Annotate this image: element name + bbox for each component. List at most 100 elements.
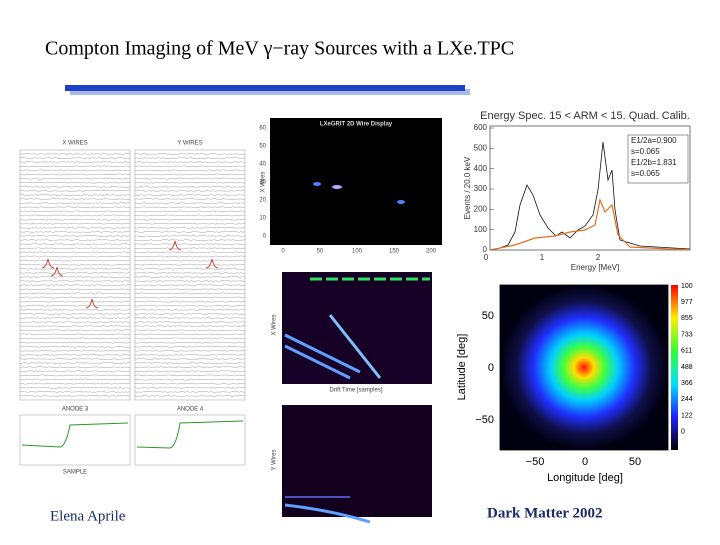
legend-entry: E1/2b=1.831 bbox=[631, 158, 677, 167]
y-tick-label: 200 bbox=[474, 204, 488, 213]
frame bbox=[19, 414, 131, 466]
wire-trace bbox=[134, 313, 246, 315]
pulse bbox=[205, 258, 219, 269]
wire-trace bbox=[134, 222, 246, 225]
wire-trace bbox=[19, 255, 131, 258]
wire-trace bbox=[134, 181, 246, 184]
wire-trace bbox=[134, 165, 246, 168]
x-tick-label: 100 bbox=[352, 249, 363, 255]
wire-trace bbox=[134, 251, 246, 254]
xwire-bg bbox=[282, 272, 432, 384]
wire-trace bbox=[134, 169, 246, 172]
y-tick-label: 300 bbox=[474, 184, 488, 193]
wire-trace bbox=[19, 391, 131, 393]
wire-trace bbox=[19, 280, 131, 282]
wire-trace bbox=[134, 366, 246, 368]
wire-trace bbox=[134, 292, 246, 295]
x-tick-label: 2 bbox=[596, 253, 601, 262]
wire-trace bbox=[19, 268, 131, 270]
colorbar-label: 122 bbox=[681, 412, 693, 419]
colorbar-label: 366 bbox=[681, 380, 693, 387]
wire-trace bbox=[19, 333, 131, 336]
wire-trace bbox=[134, 333, 246, 336]
y-tick-label: 600 bbox=[474, 123, 488, 132]
colorbar-label: 244 bbox=[681, 396, 693, 403]
hit bbox=[313, 182, 321, 186]
x-tick-label: 150 bbox=[389, 249, 400, 255]
wire-trace bbox=[134, 243, 246, 245]
wire-trace bbox=[19, 292, 131, 295]
wire-trace bbox=[134, 395, 246, 397]
wire-trace bbox=[134, 198, 246, 200]
wire-trace bbox=[134, 272, 246, 274]
wire-trace bbox=[134, 255, 246, 258]
wire-trace bbox=[135, 309, 246, 311]
wire-trace bbox=[19, 321, 131, 323]
map-frame bbox=[499, 284, 669, 451]
wire-trace bbox=[19, 169, 131, 172]
wire-trace bbox=[134, 288, 245, 290]
wire-trace bbox=[134, 202, 246, 204]
wire-trace bbox=[134, 378, 245, 381]
wire-trace bbox=[135, 382, 246, 385]
x-tick-label: 50 bbox=[629, 456, 641, 468]
wire-trace bbox=[134, 370, 246, 373]
wire-trace bbox=[19, 251, 131, 254]
wire-trace bbox=[134, 296, 246, 299]
pulse bbox=[41, 258, 55, 269]
spectrum-title: Energy Spec. 15 < ARM < 15. Quad. Calib. bbox=[480, 110, 690, 122]
wire-trace bbox=[20, 272, 131, 274]
legend-entry: s=0.065 bbox=[631, 147, 660, 156]
wire-trace bbox=[134, 374, 246, 377]
trace bbox=[284, 333, 361, 374]
wire-trace bbox=[134, 153, 246, 155]
x-tick-label: 0 bbox=[582, 456, 588, 468]
wire-trace bbox=[134, 317, 246, 319]
wire-trace bbox=[135, 280, 246, 282]
wire-trace bbox=[135, 358, 245, 360]
wire-trace bbox=[19, 243, 131, 245]
wire-trace bbox=[134, 300, 246, 303]
wire-panel: X WIRES Y WIRES ANODE 3 ANODE 4 SAMPLE bbox=[19, 141, 246, 476]
wire-trace bbox=[135, 218, 246, 221]
y-tick-label: 20 bbox=[259, 198, 266, 204]
ywire-image bbox=[282, 405, 432, 517]
colorbar-label: 488 bbox=[681, 364, 693, 371]
sky-map bbox=[500, 285, 668, 450]
y-tick-label: 0 bbox=[488, 362, 494, 374]
wire-trace bbox=[135, 268, 246, 270]
wire-trace bbox=[19, 370, 131, 372]
wire-trace bbox=[19, 222, 131, 225]
axis-label: X Wires bbox=[272, 315, 278, 336]
wire-trace bbox=[19, 194, 131, 196]
axis-label: Events / 20.0 keV bbox=[463, 156, 472, 219]
wire-trace bbox=[19, 173, 131, 176]
wire-trace bbox=[134, 276, 245, 278]
panel-title: ANODE 3 bbox=[62, 407, 89, 413]
wire-trace bbox=[19, 341, 131, 344]
y-tick-label: 60 bbox=[259, 126, 266, 132]
y-tick-label: 50 bbox=[259, 144, 266, 150]
wire-trace bbox=[19, 206, 131, 209]
y-tick-label: 50 bbox=[482, 310, 494, 322]
wire-trace bbox=[134, 206, 246, 209]
x-tick-label: 1 bbox=[540, 253, 545, 262]
x-tick-label: 0 bbox=[281, 249, 285, 255]
trace bbox=[284, 344, 351, 380]
pulse bbox=[85, 298, 99, 309]
spectrum-hist bbox=[489, 141, 691, 251]
y-tick-label: 0 bbox=[263, 234, 267, 240]
panel-title: ANODE 4 bbox=[177, 407, 204, 413]
wire-trace bbox=[134, 362, 245, 364]
wire-trace bbox=[19, 395, 131, 397]
axis-label: Longitude [deg] bbox=[547, 472, 623, 484]
wire-trace bbox=[19, 190, 131, 192]
wire-trace bbox=[19, 309, 131, 311]
wire-trace bbox=[19, 177, 131, 180]
map-axes: −50 0 50 50 0 −50 100 977 855 733 611 488 366 244 122 0 bbox=[475, 283, 692, 468]
y-tick-label: 400 bbox=[474, 164, 488, 173]
axis-label: SAMPLE bbox=[63, 470, 87, 476]
wire-trace bbox=[19, 276, 131, 278]
axis-label: Y Wires bbox=[272, 450, 278, 471]
